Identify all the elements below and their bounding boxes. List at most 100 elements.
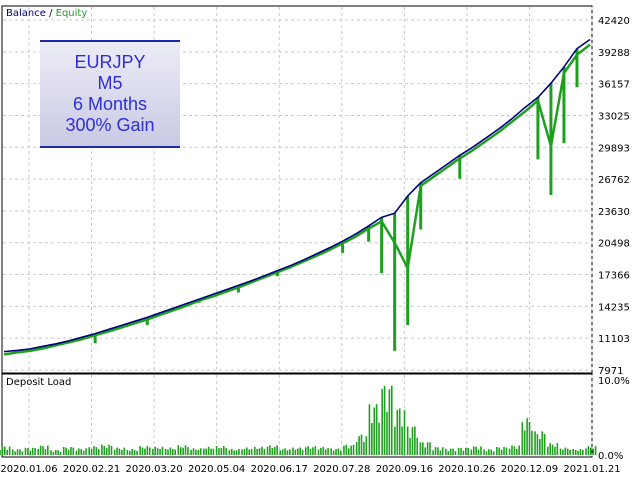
deposit-load-bar: [411, 427, 414, 455]
deposit-load-bar: [243, 448, 246, 455]
deposit-load-bar: [258, 448, 261, 455]
deposit-load-bar: [505, 447, 508, 455]
deposit-load-bar: [358, 436, 360, 455]
deposit-load-bar: [37, 449, 40, 455]
deposit-load-bar: [146, 446, 149, 455]
deposit-load-bar: [80, 449, 83, 455]
deposit-load-bar: [136, 450, 138, 455]
x-tick-label: 2021.01.21: [563, 464, 620, 475]
deposit-load-bar: [128, 450, 131, 455]
deposit-load-bar: [543, 434, 546, 455]
deposit-load-bar: [572, 449, 575, 455]
deposit-load-bar: [95, 447, 98, 455]
deposit-load-bar: [381, 388, 383, 455]
deposit-load-bar: [340, 450, 342, 455]
deposit-load-bar: [447, 451, 450, 455]
x-tick-label: 2020.06.17: [251, 464, 308, 475]
deposit-load-bar: [345, 444, 348, 455]
deposit-load-bar: [363, 441, 365, 455]
deposit-load-bar: [281, 449, 284, 455]
deposit-load-bar: [536, 434, 539, 455]
deposit-load-bar: [0, 449, 1, 455]
deposit-load-bar: [59, 451, 62, 455]
main-y-tick-label: 39288: [598, 48, 630, 59]
deposit-load-bar: [139, 446, 141, 455]
deposit-load-bar: [126, 449, 129, 455]
legend-separator: /: [46, 8, 56, 19]
deposit-load-bar: [273, 446, 276, 455]
deposit-load-bar: [475, 446, 477, 455]
deposit-load-bar: [541, 431, 544, 455]
deposit-load-bar: [307, 446, 309, 455]
deposit-load-bar: [401, 426, 403, 455]
deposit-load-bar: [559, 448, 562, 455]
deposit-load-bar: [564, 447, 567, 455]
deposit-load-bar: [88, 447, 90, 455]
deposit-load-bar: [301, 449, 304, 455]
deposit-load-bar: [164, 448, 167, 455]
deposit-load-bar: [483, 449, 485, 455]
deposit-load-bar: [508, 448, 511, 455]
deposit-load-bar: [31, 447, 34, 455]
deposit-load-bar: [215, 446, 218, 455]
deposit-load-bar: [101, 444, 103, 455]
deposit-load-bar: [133, 449, 136, 455]
deposit-load-bar: [314, 446, 317, 455]
deposit-load-bar: [551, 444, 554, 455]
deposit-load-bar: [271, 448, 274, 455]
deposit-load-bar: [44, 449, 47, 455]
deposit-load-bar: [457, 447, 460, 455]
deposit-load-bar: [190, 449, 192, 455]
deposit-load-bar: [409, 437, 411, 455]
deposit-load-bar: [284, 448, 286, 455]
deposit-load-bar: [355, 441, 358, 455]
deposit-load-bar: [531, 430, 533, 455]
deposit-load-bar: [434, 447, 437, 455]
deposit-load-bar: [518, 445, 520, 455]
x-tick-label: 2020.07.28: [313, 464, 370, 475]
main-y-tick-label: 33025: [598, 111, 630, 122]
deposit-load-bar: [70, 446, 72, 455]
main-y-tick-label: 17366: [598, 271, 630, 282]
deposit-load-bar: [566, 448, 569, 455]
main-y-tick-label: 20498: [598, 239, 630, 250]
deposit-load-bar: [492, 451, 495, 455]
deposit-load-bar: [585, 448, 587, 455]
deposit-load-bar: [292, 447, 294, 455]
deposit-load-bar: [299, 447, 301, 455]
legend-equity: Equity: [56, 8, 88, 19]
deposit-load-bar: [289, 449, 291, 455]
deposit-load-title: Deposit Load: [6, 377, 71, 388]
deposit-load-bar: [526, 418, 528, 455]
deposit-load-bar: [62, 446, 65, 455]
deposit-load-bar: [322, 446, 325, 455]
deposit-load-bar: [6, 449, 8, 455]
deposit-load-bar: [477, 449, 480, 455]
deposit-load-bar: [441, 447, 444, 455]
deposit-load-bar: [246, 447, 248, 455]
x-tick-label: 2020.10.26: [438, 464, 495, 475]
deposit-load-bar: [460, 448, 462, 455]
deposit-load-bar: [39, 445, 42, 455]
deposit-load-bar: [539, 439, 541, 455]
deposit-load-bar: [449, 448, 452, 455]
deposit-load-bar: [421, 442, 424, 455]
deposit-load-bar: [256, 449, 258, 455]
deposit-load-bar: [248, 449, 251, 455]
deposit-load-bar: [131, 449, 133, 455]
deposit-load-bar: [419, 442, 422, 455]
deposit-load-bar: [195, 449, 197, 455]
gain-label: 300% Gain: [65, 115, 155, 135]
deposit-load-bar: [365, 436, 368, 455]
deposit-load-bar: [324, 449, 327, 455]
deposit-load-bar: [546, 446, 549, 455]
x-tick-label: 2020.09.16: [376, 464, 433, 475]
deposit-load-bar: [335, 449, 337, 455]
deposit-load-bar: [378, 422, 380, 455]
deposit-load-bar: [108, 444, 110, 455]
deposit-load-bar: [16, 449, 19, 455]
deposit-load-bar: [390, 385, 393, 455]
deposit-load-bar: [396, 409, 399, 455]
deposit-load-bar: [72, 447, 75, 455]
deposit-load-bar: [416, 437, 419, 455]
